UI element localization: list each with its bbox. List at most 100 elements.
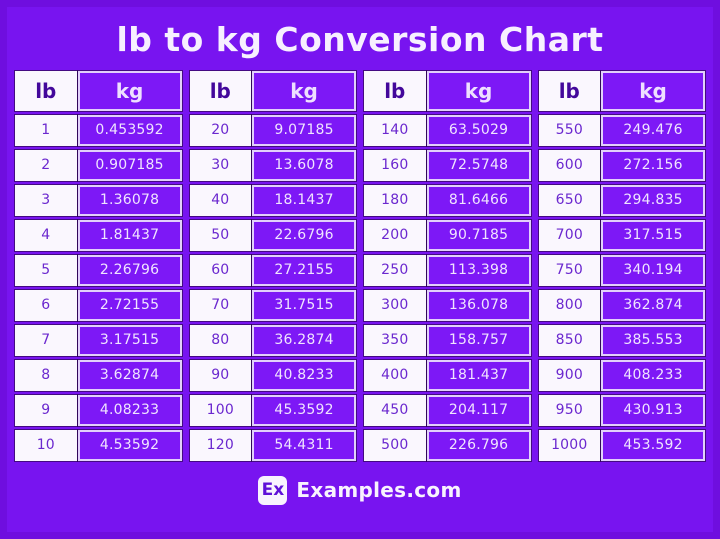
lb-value-cell: 100 (189, 394, 252, 426)
kg-value-cell: 31.7515 (252, 289, 356, 321)
table-row: 7 3.17515 (15, 324, 182, 356)
table-body: 550 249.476 600 272.156 650 294.835 700 317.515… (538, 114, 705, 461)
lb-value-cell: 6 (15, 289, 77, 321)
kg-value-cell: 181.437 (426, 359, 531, 391)
table-row: 6 2.72155 (15, 289, 182, 321)
kg-value-cell: 294.835 (601, 184, 705, 216)
lb-value-cell: 300 (364, 289, 426, 321)
kg-value-cell: 1.81437 (77, 219, 182, 251)
lb-value-cell: 80 (189, 324, 252, 356)
kg-value-cell: 340.194 (601, 254, 705, 286)
lb-value-cell: 90 (189, 359, 252, 391)
lb-value-cell: 3 (15, 184, 77, 216)
table-row: 120 54.4311 (189, 429, 356, 461)
table-row: 250 113.398 (364, 254, 531, 286)
lb-value-cell: 10 (15, 429, 77, 461)
table-header-row: lb kg (538, 70, 705, 111)
lb-value-cell: 5 (15, 254, 77, 286)
table-row: 750 340.194 (538, 254, 705, 286)
table-row: 400 181.437 (364, 359, 531, 391)
table-row: 140 63.5029 (364, 114, 531, 146)
kg-value-cell: 90.7185 (426, 219, 531, 251)
lb-value-cell: 120 (189, 429, 252, 461)
lb-value-cell: 850 (538, 324, 601, 356)
kg-value-cell: 385.553 (601, 324, 705, 356)
kg-value-cell: 9.07185 (252, 114, 356, 146)
table-row: 1 0.453592 (15, 114, 182, 146)
lb-column-header: lb (15, 70, 77, 111)
kg-value-cell: 27.2155 (252, 254, 356, 286)
table-row: 50 22.6796 (189, 219, 356, 251)
lb-column-header: lb (364, 70, 426, 111)
lb-value-cell: 400 (364, 359, 426, 391)
conversion-tables-container: lb kg 1 0.453592 2 0.907185 3 1.36078 4 1.81437… (7, 70, 713, 461)
kg-value-cell: 113.398 (426, 254, 531, 286)
table-row: 800 362.874 (538, 289, 705, 321)
table-row: 30 13.6078 (189, 149, 356, 181)
kg-value-cell: 226.796 (426, 429, 531, 461)
kg-value-cell: 22.6796 (252, 219, 356, 251)
lb-value-cell: 450 (364, 394, 426, 426)
table-row: 160 72.5748 (364, 149, 531, 181)
lb-value-cell: 40 (189, 184, 252, 216)
table-body: 140 63.5029 160 72.5748 180 81.6466 200 90.7185… (364, 114, 531, 461)
kg-value-cell: 81.6466 (426, 184, 531, 216)
table-row: 350 158.757 (364, 324, 531, 356)
kg-value-cell: 0.453592 (77, 114, 182, 146)
table-row: 950 430.913 (538, 394, 705, 426)
table-row: 1000 453.592 (538, 429, 705, 461)
table-row: 10 4.53592 (15, 429, 182, 461)
lb-value-cell: 70 (189, 289, 252, 321)
kg-column-header: kg (601, 70, 705, 111)
kg-value-cell: 13.6078 (252, 149, 356, 181)
lb-value-cell: 350 (364, 324, 426, 356)
kg-value-cell: 36.2874 (252, 324, 356, 356)
lb-value-cell: 1000 (538, 429, 601, 461)
brand-name: Examples.com (296, 478, 462, 503)
table-row: 450 204.117 (364, 394, 531, 426)
table-header-row: lb kg (15, 70, 182, 111)
kg-value-cell: 272.156 (601, 149, 705, 181)
lb-column-header: lb (538, 70, 601, 111)
table-row: 90 40.8233 (189, 359, 356, 391)
lb-value-cell: 200 (364, 219, 426, 251)
lb-value-cell: 140 (364, 114, 426, 146)
kg-value-cell: 249.476 (601, 114, 705, 146)
lb-value-cell: 550 (538, 114, 601, 146)
kg-value-cell: 3.62874 (77, 359, 182, 391)
table-row: 8 3.62874 (15, 359, 182, 391)
lb-value-cell: 700 (538, 219, 601, 251)
kg-value-cell: 136.078 (426, 289, 531, 321)
examples-logo-icon: Ex (258, 475, 288, 505)
page-title: lb to kg Conversion Chart (116, 20, 604, 59)
table-row: 9 4.08233 (15, 394, 182, 426)
table-body: 1 0.453592 2 0.907185 3 1.36078 4 1.81437 5 2.267… (15, 114, 182, 461)
lb-column-header: lb (189, 70, 252, 111)
lb-value-cell: 7 (15, 324, 77, 356)
conversion-table-1: lb kg 1 0.453592 2 0.907185 3 1.36078 4 1.81437… (15, 70, 182, 461)
kg-value-cell: 63.5029 (426, 114, 531, 146)
table-row: 650 294.835 (538, 184, 705, 216)
table-row: 550 249.476 (538, 114, 705, 146)
kg-value-cell: 158.757 (426, 324, 531, 356)
table-row: 300 136.078 (364, 289, 531, 321)
lb-value-cell: 900 (538, 359, 601, 391)
lb-value-cell: 650 (538, 184, 601, 216)
kg-column-header: kg (77, 70, 182, 111)
lb-value-cell: 600 (538, 149, 601, 181)
table-row: 3 1.36078 (15, 184, 182, 216)
table-row: 40 18.1437 (189, 184, 356, 216)
lb-value-cell: 180 (364, 184, 426, 216)
kg-value-cell: 204.117 (426, 394, 531, 426)
table-row: 100 45.3592 (189, 394, 356, 426)
table-row: 700 317.515 (538, 219, 705, 251)
conversion-table-3: lb kg 140 63.5029 160 72.5748 180 81.6466 200 9… (364, 70, 531, 461)
kg-value-cell: 2.72155 (77, 289, 182, 321)
kg-value-cell: 3.17515 (77, 324, 182, 356)
table-row: 4 1.81437 (15, 219, 182, 251)
table-row: 850 385.553 (538, 324, 705, 356)
kg-value-cell: 362.874 (601, 289, 705, 321)
kg-value-cell: 4.08233 (77, 394, 182, 426)
kg-value-cell: 408.233 (601, 359, 705, 391)
kg-value-cell: 4.53592 (77, 429, 182, 461)
